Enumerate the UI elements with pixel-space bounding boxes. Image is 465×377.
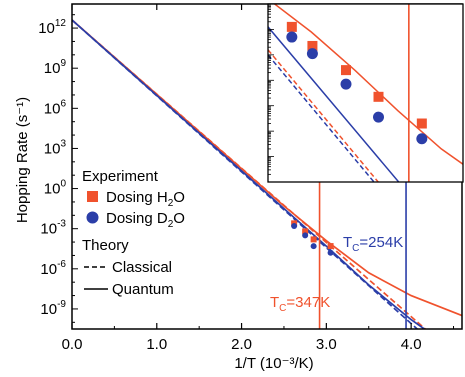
legend-quantum-label: Quantum (112, 281, 174, 298)
h2o-data-point (327, 243, 334, 250)
inset-lines (268, 4, 463, 182)
main-plot-lines (72, 19, 462, 329)
inset-h2o-quantum-line (273, 4, 463, 165)
tc-label-d2o: TC=254K (343, 234, 403, 254)
y-axis-label: Hopping Rate (s⁻¹) (14, 97, 31, 223)
legend-d2o-marker (86, 211, 99, 224)
legend-classical-label: Classical (112, 259, 172, 276)
inset-h2o-data-point (341, 65, 351, 76)
legend-experiment-title: Experiment (82, 168, 159, 185)
y-tick-label: 106 (44, 98, 67, 117)
legend-h2o-label: Dosing H2O (106, 189, 185, 209)
y-tick-label: 10-3 (40, 219, 66, 238)
x-tick-label: 0.0 (62, 336, 83, 353)
inset-d2o-quantum-line (268, 26, 400, 182)
legend-theory-title: Theory (82, 237, 129, 254)
x-tick-label: 2.0 (231, 336, 252, 353)
inset-h2o-data-point (307, 40, 318, 51)
d2o-data-point (327, 249, 334, 256)
inset-d2o-data-point (373, 111, 384, 123)
inset-frame (267, 3, 464, 183)
y-tick-label: 10-9 (40, 299, 66, 318)
inset-plot (267, 3, 464, 183)
y-tick-label: 109 (44, 58, 67, 77)
x-tick-label: 4.0 (401, 336, 422, 353)
inset-h2o-data-point (416, 118, 427, 129)
y-tick-label: 1012 (38, 18, 66, 37)
y-axis-ticks: 1012 109 106 103 100 10-3 10-6 10-9 (38, 14, 78, 323)
x-axis-label: 1/T (10⁻³/K) (234, 355, 313, 372)
h2o-data-point (310, 236, 317, 243)
legend-d2o-label: Dosing D2O (106, 210, 185, 230)
inset-h2o-data-point (286, 21, 297, 32)
h2o-data-point (302, 228, 309, 235)
d2o-data-point (302, 232, 309, 239)
inset-points (286, 21, 428, 145)
y-tick-label: 103 (44, 138, 67, 157)
tc-label-h2o: TC=347K (270, 294, 330, 314)
inset-d2o-data-point (286, 31, 298, 43)
legend: Experiment Dosing H2O Dosing D2O Theory … (82, 168, 185, 298)
main-plot-points (291, 220, 334, 256)
y-tick-label: 100 (44, 179, 67, 198)
x-tick-label: 1.0 (146, 336, 167, 353)
inset-d2o-data-point (340, 78, 352, 90)
inset-h2o-data-point (373, 91, 384, 102)
inset-d2o-classical-line (268, 54, 375, 182)
d2o-data-point (291, 223, 298, 230)
legend-h2o-marker (87, 191, 98, 202)
d2o-quantum-line (72, 19, 426, 329)
d2o-data-point (310, 243, 317, 250)
x-tick-label: 3.0 (316, 336, 337, 353)
inset-background (268, 4, 463, 182)
inset-d2o-data-point (416, 133, 428, 145)
y-tick-label: 10-6 (40, 259, 66, 278)
h2o-quantum-line (72, 19, 462, 317)
inset-h2o-classical-line (268, 49, 380, 182)
inset-d2o-data-point (306, 48, 318, 60)
